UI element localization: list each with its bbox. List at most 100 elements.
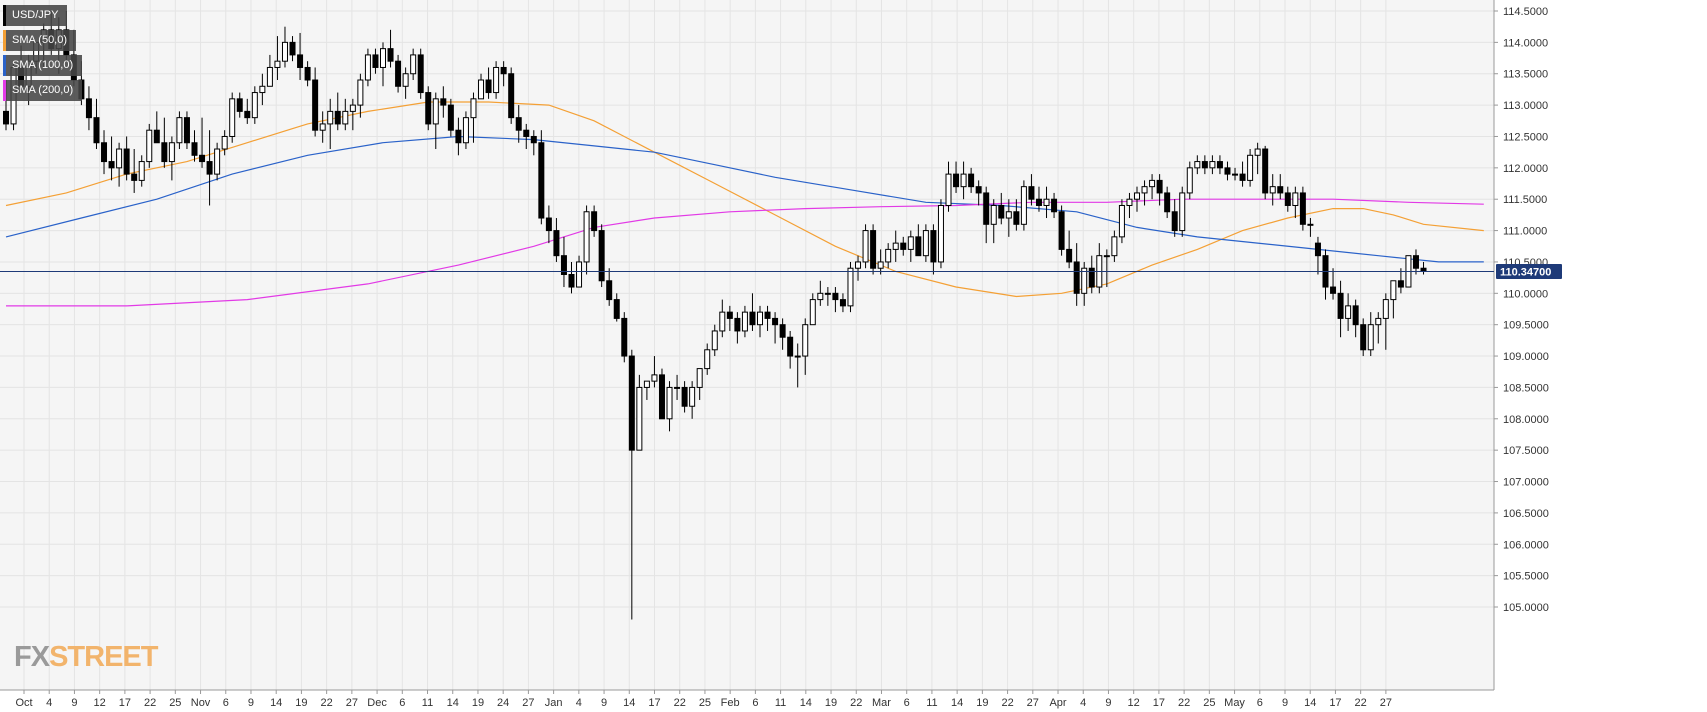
- candle-body: [900, 242, 907, 250]
- candle-down: [1164, 186, 1171, 219]
- candle-body: [1262, 148, 1269, 194]
- candle-down: [183, 111, 190, 150]
- candle-body: [975, 186, 982, 194]
- candle-up: [1247, 149, 1254, 187]
- candle-down: [1088, 255, 1095, 294]
- candle-body: [734, 317, 741, 332]
- x-tick-label: 22: [144, 697, 156, 709]
- candle-body: [153, 129, 160, 144]
- candle-body: [402, 73, 409, 87]
- candle-up: [1141, 180, 1148, 206]
- x-tick-label: 14: [623, 697, 635, 709]
- candle-body: [1299, 192, 1306, 225]
- candle-body: [1239, 173, 1246, 181]
- candle-up: [583, 205, 590, 275]
- candle-down: [455, 117, 462, 156]
- candle-down: [1066, 230, 1073, 269]
- candle-up: [1179, 186, 1186, 237]
- y-tick-label: 109.5000: [1503, 320, 1549, 332]
- candle-body: [1382, 299, 1389, 319]
- candle-down: [93, 98, 100, 150]
- candle-down: [312, 67, 319, 137]
- legend-item-sma-50[interactable]: SMA (50,0): [3, 30, 77, 51]
- candle-body: [1254, 148, 1261, 156]
- x-tick-label: 27: [1027, 697, 1039, 709]
- candle-down: [123, 136, 130, 181]
- candle-body: [1397, 280, 1404, 288]
- candle-down: [983, 186, 990, 244]
- candle-body: [1367, 324, 1374, 351]
- x-tick-label: May: [1224, 697, 1245, 709]
- legend-item-sma-100[interactable]: SMA (100,0): [3, 55, 83, 76]
- candle-down: [304, 61, 311, 87]
- last-price-tag: 110.34700: [1496, 264, 1562, 280]
- candle-body: [1028, 186, 1035, 200]
- legend-swatch: [3, 5, 6, 26]
- x-tick-label: 19: [825, 697, 837, 709]
- candle-body: [757, 311, 763, 326]
- candle-up: [1118, 199, 1125, 244]
- candle-body: [1209, 161, 1216, 169]
- candle-down: [244, 98, 251, 124]
- candle-body: [855, 261, 862, 269]
- candle-up: [704, 343, 711, 375]
- y-tick-label: 106.5000: [1503, 508, 1549, 520]
- candle-up: [960, 161, 967, 200]
- legend-label: SMA (200,0): [12, 84, 74, 96]
- candle-body: [530, 135, 537, 144]
- legend-item-usdjpy[interactable]: USD/JPY: [3, 5, 68, 26]
- candle-down: [915, 224, 922, 257]
- candle-down: [372, 48, 379, 74]
- candle-down: [417, 48, 424, 99]
- candle-body: [1179, 192, 1186, 232]
- candle-body: [146, 129, 153, 163]
- candle-body: [334, 110, 341, 125]
- logo-street-text: STREET: [49, 641, 158, 673]
- candle-up: [1382, 293, 1389, 350]
- candle-up: [1254, 142, 1261, 175]
- candle-body: [364, 54, 371, 81]
- candle-down: [900, 236, 907, 256]
- candle-body: [462, 117, 469, 144]
- candle-down: [101, 130, 108, 175]
- candle-body: [1111, 236, 1118, 257]
- candle-body: [304, 66, 311, 81]
- candle-body: [168, 142, 175, 163]
- candle-up: [651, 356, 658, 388]
- candle-body: [945, 173, 952, 206]
- candle-body: [1005, 211, 1012, 219]
- candle-up: [266, 54, 273, 87]
- candle-up: [809, 293, 816, 326]
- x-tick-label: 19: [295, 697, 307, 709]
- candle-down: [395, 54, 402, 93]
- legend-item-sma-200[interactable]: SMA (200,0): [3, 80, 83, 101]
- candle-body: [1412, 255, 1419, 269]
- x-tick-label: 22: [1355, 697, 1367, 709]
- candle-down: [749, 293, 756, 331]
- candle-body: [704, 349, 711, 370]
- x-tick-label: 19: [472, 697, 484, 709]
- y-tick-label: 107.5000: [1503, 445, 1549, 457]
- y-tick-label: 108.0000: [1503, 414, 1549, 426]
- candle-up: [892, 230, 899, 262]
- candle-down: [108, 136, 115, 181]
- candle-up: [1375, 312, 1382, 344]
- candle-body: [1164, 192, 1171, 213]
- candle-body: [960, 173, 967, 188]
- candle-down: [591, 205, 598, 237]
- x-tick-label: 22: [321, 697, 333, 709]
- legend: USD/JPY SMA (50,0) SMA (100,0) SMA (200,…: [3, 5, 83, 105]
- candle-body: [839, 299, 846, 307]
- candle-up: [643, 380, 650, 400]
- candle-body: [1013, 211, 1020, 225]
- candle-body: [176, 117, 183, 144]
- candle-down: [832, 287, 839, 313]
- candle-body: [1337, 292, 1344, 319]
- candle-body: [1277, 186, 1284, 194]
- candle-up: [907, 230, 914, 262]
- logo-fx-text: FX: [14, 641, 50, 673]
- candle-body: [244, 110, 251, 119]
- grid-horizontal: [0, 10, 1494, 608]
- candle-body: [395, 60, 402, 87]
